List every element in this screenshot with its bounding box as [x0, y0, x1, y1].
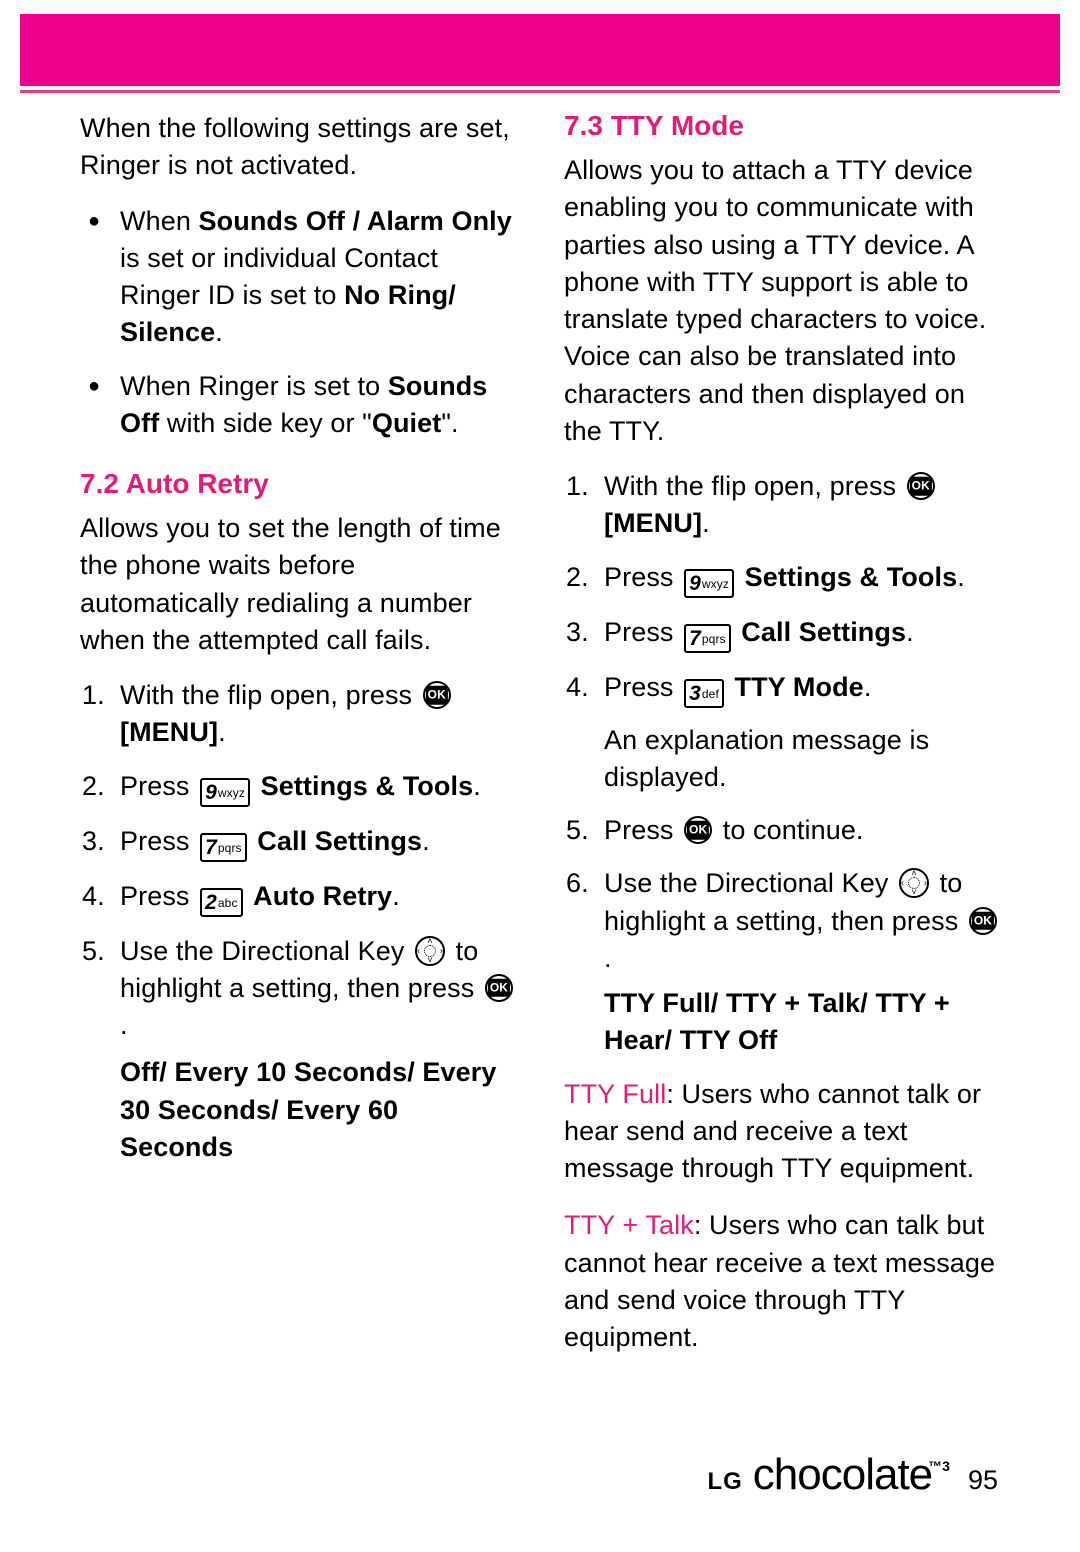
ringer-bullets: When Sounds Off / Alarm Only is set or i…: [80, 203, 516, 443]
ringer-intro: When the following settings are set, Rin…: [80, 110, 516, 185]
auto-retry-options: Off/ Every 10 Seconds/ Every 30 Seconds/…: [120, 1054, 516, 1166]
ok-icon: [907, 472, 935, 500]
key-9-icon: 9wxyz: [684, 569, 734, 598]
key-7-icon: 7pqrs: [200, 833, 247, 862]
header-rule: [20, 90, 1060, 93]
directional-key-icon: ˄˅‹›: [899, 868, 929, 898]
manual-page: When the following settings are set, Rin…: [0, 0, 1080, 1552]
tty-explain: An explanation message is displayed.: [604, 722, 1000, 797]
step-directional-select: Use the Directional Key ˄˅‹› to highligh…: [80, 933, 516, 1167]
step-open-menu: With the flip open, press [MENU].: [80, 677, 516, 752]
content-area: When the following settings are set, Rin…: [80, 110, 1000, 1432]
step-settings-tools: Press 9wxyz Settings & Tools.: [564, 559, 1000, 598]
heading-tty-mode: 7.3 TTY Mode: [564, 110, 1000, 142]
auto-retry-steps: With the flip open, press [MENU]. Press …: [80, 677, 516, 1166]
page-footer: LG chocolate™3 95: [707, 1450, 998, 1500]
tty-intro: Allows you to attach a TTY device enabli…: [564, 152, 1000, 450]
bullet-sounds-off-alarm: When Sounds Off / Alarm Only is set or i…: [80, 203, 516, 352]
brand-lg: LG: [707, 1468, 742, 1496]
step-tty-mode: Press 3def TTY Mode. An explanation mess…: [564, 669, 1000, 797]
heading-auto-retry: 7.2 Auto Retry: [80, 468, 516, 500]
bullet-ringer-sounds-off: When Ringer is set to Sounds Off with si…: [80, 368, 516, 443]
def-tty-full: TTY Full: Users who cannot talk or hear …: [564, 1076, 1000, 1188]
step-settings-tools: Press 9wxyz Settings & Tools.: [80, 768, 516, 807]
step-ok-continue: Press to continue.: [564, 812, 1000, 849]
ok-icon: [423, 681, 451, 709]
auto-retry-intro: Allows you to set the length of time the…: [80, 510, 516, 659]
key-7-icon: 7pqrs: [684, 624, 731, 653]
brand-product: chocolate: [753, 1450, 932, 1499]
step-auto-retry: Press 2abc Auto Retry.: [80, 878, 516, 917]
brand-mark: ™3: [928, 1458, 950, 1474]
tty-options: TTY Full/ TTY + Talk/ TTY + Hear/ TTY Of…: [604, 985, 1000, 1060]
tty-steps: With the flip open, press [MENU]. Press …: [564, 468, 1000, 1060]
header-bar: [20, 14, 1060, 86]
right-column: 7.3 TTY Mode Allows you to attach a TTY …: [564, 110, 1000, 1432]
key-3-icon: 3def: [684, 679, 724, 708]
key-2-icon: 2abc: [200, 888, 242, 917]
step-call-settings: Press 7pqrs Call Settings.: [564, 614, 1000, 653]
ok-icon: [485, 974, 513, 1002]
def-tty-talk: TTY + Talk: Users who can talk but canno…: [564, 1207, 1000, 1356]
page-number: 95: [968, 1465, 998, 1496]
ok-icon: [684, 816, 712, 844]
left-column: When the following settings are set, Rin…: [80, 110, 516, 1432]
key-9-icon: 9wxyz: [200, 778, 250, 807]
step-directional-select: Use the Directional Key ˄˅‹› to highligh…: [564, 865, 1000, 1059]
step-call-settings: Press 7pqrs Call Settings.: [80, 823, 516, 862]
directional-key-icon: ˄˅‹›: [415, 936, 445, 966]
ok-icon: [969, 907, 997, 935]
step-open-menu: With the flip open, press [MENU].: [564, 468, 1000, 543]
brand-logo: LG chocolate™3: [707, 1450, 949, 1500]
